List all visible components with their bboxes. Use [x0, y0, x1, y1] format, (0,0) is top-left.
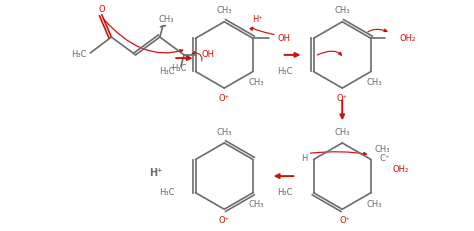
- Text: H⁺: H⁺: [252, 15, 263, 24]
- Text: O⁺: O⁺: [337, 94, 348, 103]
- Text: H₃C: H₃C: [278, 188, 293, 197]
- Text: O⁺: O⁺: [340, 216, 351, 225]
- Text: CH₃: CH₃: [335, 128, 350, 137]
- Text: CH₃: CH₃: [335, 6, 350, 15]
- Text: CH₃: CH₃: [374, 146, 390, 155]
- FancyArrowPatch shape: [317, 51, 341, 55]
- Text: C⁺: C⁺: [380, 154, 390, 163]
- Text: H₃C: H₃C: [278, 67, 293, 76]
- Text: H₃C: H₃C: [160, 67, 175, 76]
- FancyArrowPatch shape: [103, 18, 182, 53]
- Text: OH: OH: [277, 34, 290, 43]
- FancyArrowPatch shape: [368, 29, 387, 32]
- Text: H₃C: H₃C: [72, 50, 87, 59]
- Text: CH₃: CH₃: [217, 128, 232, 137]
- Text: CH₃: CH₃: [217, 6, 232, 15]
- Text: CH₃: CH₃: [248, 79, 264, 88]
- Text: CH₃: CH₃: [158, 15, 174, 24]
- Text: CH₃: CH₃: [366, 200, 382, 209]
- Text: CH₃: CH₃: [366, 79, 382, 88]
- Text: O: O: [99, 5, 105, 14]
- Text: OH: OH: [202, 50, 215, 59]
- Text: H₃C: H₃C: [160, 188, 175, 197]
- Text: O⁺: O⁺: [219, 94, 230, 103]
- Text: H⁺: H⁺: [149, 168, 163, 178]
- Text: CH₃: CH₃: [248, 200, 264, 209]
- Text: OH₂: OH₂: [399, 34, 415, 43]
- Text: OH₂: OH₂: [393, 165, 409, 174]
- Text: H₃C: H₃C: [171, 64, 187, 73]
- FancyArrowPatch shape: [310, 152, 366, 155]
- Text: H: H: [301, 154, 308, 163]
- FancyArrowPatch shape: [250, 27, 274, 34]
- Text: O⁺: O⁺: [219, 216, 230, 225]
